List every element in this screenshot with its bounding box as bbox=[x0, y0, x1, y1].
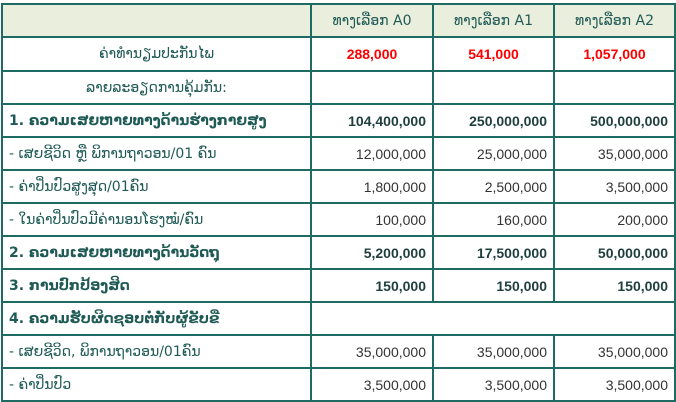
coverage-heading-row: ລາຍລະອຽດການຄຸ້ມກັນ: bbox=[1, 70, 676, 105]
table-row: - ຄ່າປິ່ນປົວ 3,500,000 3,500,000 3,500,000 bbox=[1, 367, 676, 402]
premium-row: ຄ່າທໍານຽມປະກັນໄພ 288,000 541,000 1,057,0… bbox=[1, 36, 676, 72]
value-a1: 25,000,000 bbox=[432, 136, 555, 171]
row-label: 1. ຄວາມເສຍຫາຍທາງດ້ານຮ່າງກາຍສູງ bbox=[1, 103, 312, 138]
coverage-label: ລາຍລະອຽດການຄຸ້ມກັນ: bbox=[1, 70, 312, 105]
header-option-a1: ທາງເລືອກ A1 bbox=[432, 3, 555, 38]
value-a1: 17,500,000 bbox=[432, 235, 555, 270]
empty-cell bbox=[553, 70, 676, 105]
row-label: 3. ການປົກປ້ອງສິດ bbox=[1, 268, 312, 303]
row-label: - ໃນຄ່າປິ່ນປົວມີຄ່ານອນໂຮງໝໍ/ຄົນ bbox=[1, 202, 312, 237]
value-a2: 35,000,000 bbox=[553, 334, 676, 369]
table-row: 4. ຄວາມຮັບຜິດຊອບຕໍ່ກັບຜູ້ຂັບຂີ່ bbox=[1, 301, 676, 336]
value-a0: 35,000,000 bbox=[310, 334, 434, 369]
value-a0: 12,000,000 bbox=[310, 136, 434, 171]
value-a2: 3,500,000 bbox=[553, 367, 676, 402]
premium-a1: 541,000 bbox=[432, 36, 555, 72]
table-row: - ເສຍຊີວິດ, ພິການຖາວອນ/01ຄົນ 35,000,000 35… bbox=[1, 334, 676, 369]
table-row: - ເສຍຊີວິດ ຫຼື ພິການຖາວອນ/01 ຄົນ 12,000,0… bbox=[1, 136, 676, 171]
value-a0: 3,500,000 bbox=[310, 367, 434, 402]
premium-a2: 1,057,000 bbox=[553, 36, 676, 72]
row-label: - ເສຍຊີວິດ ຫຼື ພິການຖາວອນ/01 ຄົນ bbox=[1, 136, 312, 171]
header-empty-cell bbox=[1, 3, 312, 38]
table-row: 1. ຄວາມເສຍຫາຍທາງດ້ານຮ່າງກາຍສູງ 104,400,00… bbox=[1, 103, 676, 138]
header-option-a2: ທາງເລືອກ A2 bbox=[553, 3, 676, 38]
value-a0: 100,000 bbox=[310, 202, 434, 237]
table-row: - ຄ່າປິ່ນປົວສູງສຸດ/01ຄົນ 1,800,000 2,500,0… bbox=[1, 169, 676, 204]
value-a1: 3,500,000 bbox=[432, 367, 555, 402]
value-a2: 150,000 bbox=[553, 268, 676, 303]
insurance-options-table: ທາງເລືອກ A0 ທາງເລືອກ A1 ທາງເລືອກ A2 ຄ່າທ… bbox=[1, 3, 676, 402]
header-row: ທາງເລືອກ A0 ທາງເລືອກ A1 ທາງເລືອກ A2 bbox=[1, 3, 676, 38]
table-row: 2. ຄວາມເສຍຫາຍທາງດ້ານວັດຖຸ 5,200,000 17,500… bbox=[1, 235, 676, 270]
value-a2: 200,000 bbox=[553, 202, 676, 237]
value-a0: 1,800,000 bbox=[310, 169, 434, 204]
value-a0: 5,200,000 bbox=[310, 235, 434, 270]
value-a1: 160,000 bbox=[432, 202, 555, 237]
empty-cell bbox=[310, 70, 434, 105]
value-a1: 250,000,000 bbox=[432, 103, 555, 138]
value-a1: 150,000 bbox=[432, 268, 555, 303]
row-label: 4. ຄວາມຮັບຜິດຊອບຕໍ່ກັບຜູ້ຂັບຂີ່ bbox=[1, 301, 312, 336]
row-label: - ຄ່າປິ່ນປົວສູງສຸດ/01ຄົນ bbox=[1, 169, 312, 204]
value-a0: 150,000 bbox=[310, 268, 434, 303]
table-row: - ໃນຄ່າປິ່ນປົວມີຄ່ານອນໂຮງໝໍ/ຄົນ 100,000 16… bbox=[1, 202, 676, 237]
empty-cell bbox=[432, 70, 555, 105]
value-a1: 2,500,000 bbox=[432, 169, 555, 204]
header-option-a0: ທາງເລືອກ A0 bbox=[310, 3, 434, 38]
table-row: 3. ການປົກປ້ອງສິດ 150,000 150,000 150,000 bbox=[1, 268, 676, 303]
value-a2: 50,000,000 bbox=[553, 235, 676, 270]
row-label: - ເສຍຊີວິດ, ພິການຖາວອນ/01ຄົນ bbox=[1, 334, 312, 369]
value-a2: 35,000,000 bbox=[553, 136, 676, 171]
value-a0: 104,400,000 bbox=[310, 103, 434, 138]
value-a2: 3,500,000 bbox=[553, 169, 676, 204]
row-label: - ຄ່າປິ່ນປົວ bbox=[1, 367, 312, 402]
row-label: 2. ຄວາມເສຍຫາຍທາງດ້ານວັດຖຸ bbox=[1, 235, 312, 270]
premium-label: ຄ່າທໍານຽມປະກັນໄພ bbox=[1, 36, 312, 72]
value-a1: 35,000,000 bbox=[432, 334, 555, 369]
value-a2: 500,000,000 bbox=[553, 103, 676, 138]
premium-a0: 288,000 bbox=[310, 36, 434, 72]
empty-cell bbox=[310, 301, 676, 336]
